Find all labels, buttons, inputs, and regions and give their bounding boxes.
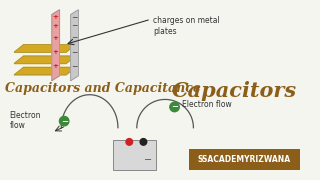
Text: −: − bbox=[71, 62, 78, 71]
Text: SSACADEMYRIZWANA: SSACADEMYRIZWANA bbox=[198, 155, 291, 164]
Polygon shape bbox=[71, 10, 78, 81]
Text: charges on metal
plates: charges on metal plates bbox=[153, 16, 220, 36]
Text: −: − bbox=[71, 48, 78, 57]
Text: +: + bbox=[53, 14, 59, 20]
Text: −: − bbox=[61, 117, 68, 126]
Circle shape bbox=[60, 116, 69, 126]
Bar bbox=[189, 149, 300, 170]
Polygon shape bbox=[14, 67, 76, 75]
Text: Capacitors and Capacitance: Capacitors and Capacitance bbox=[5, 82, 201, 95]
Bar bbox=[113, 140, 156, 170]
Polygon shape bbox=[14, 56, 76, 64]
Text: Electron
flow: Electron flow bbox=[9, 111, 41, 130]
Text: −: − bbox=[71, 34, 78, 43]
Polygon shape bbox=[52, 10, 60, 81]
Circle shape bbox=[126, 139, 132, 145]
Text: −: − bbox=[171, 102, 178, 111]
Text: +: + bbox=[53, 23, 59, 29]
Text: Electron flow: Electron flow bbox=[182, 100, 232, 109]
Text: Capacitors: Capacitors bbox=[172, 81, 297, 101]
Circle shape bbox=[140, 139, 147, 145]
Text: +: + bbox=[53, 49, 59, 55]
Circle shape bbox=[170, 102, 179, 112]
Text: −: − bbox=[144, 156, 152, 165]
Text: −: − bbox=[71, 21, 78, 30]
Text: +: + bbox=[53, 63, 59, 69]
Text: +: + bbox=[53, 35, 59, 41]
Polygon shape bbox=[14, 45, 76, 52]
Text: −: − bbox=[71, 13, 78, 22]
